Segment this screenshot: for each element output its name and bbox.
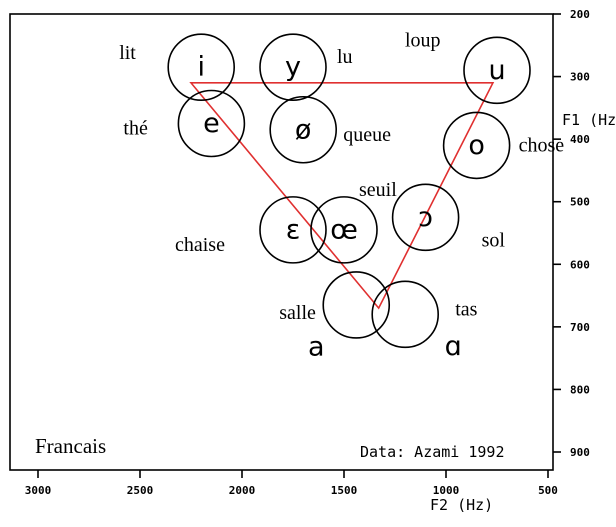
- x-axis-label: F2 (Hz): [430, 496, 493, 514]
- example-word: salle: [279, 302, 316, 324]
- x-tick-label: 2000: [229, 484, 256, 497]
- vowel-symbol: ɔ: [418, 202, 433, 233]
- vowel-symbol: œ: [330, 214, 358, 245]
- vowel-symbol: i: [197, 52, 205, 83]
- vowel-circle: [177, 89, 246, 158]
- x-tick-label: 500: [538, 484, 558, 497]
- vowel-triangle: [189, 82, 495, 310]
- example-word: loup: [405, 29, 441, 51]
- example-word: queue: [343, 124, 391, 146]
- y-axis: 200 300 400 500 600 700 800 900: [553, 8, 590, 459]
- y-tick-label: 600: [570, 258, 590, 271]
- data-source-note: Data: Azami 1992: [360, 443, 505, 461]
- vowel-symbol: a: [308, 331, 325, 362]
- y-tick-label: 400: [570, 133, 590, 146]
- vowel-circle: [442, 111, 511, 180]
- example-word: chaise: [175, 234, 225, 256]
- x-axis: 3000 2500 2000 1500 1000 500: [25, 470, 558, 497]
- x-tick-label: 1500: [331, 484, 358, 497]
- example-word: thé: [123, 118, 148, 140]
- vowel-symbol: ε: [286, 214, 301, 245]
- vowel-circle: [167, 33, 235, 101]
- example-word: sol: [482, 229, 506, 251]
- vowel-symbol: ø: [295, 114, 312, 145]
- vowel-symbol: o: [468, 130, 485, 161]
- example-word: lu: [337, 46, 353, 68]
- vowel-symbol: ɑ: [445, 331, 462, 362]
- y-tick-label: 500: [570, 196, 590, 209]
- vowel-circle: [391, 183, 460, 252]
- vowel-circle: [310, 196, 378, 264]
- vowel-circle: [322, 271, 391, 339]
- vowel-symbol: y: [285, 52, 301, 83]
- y-tick-label: 800: [570, 383, 590, 396]
- plot-frame: [9, 13, 554, 471]
- x-tick-label: 2500: [127, 484, 154, 497]
- vowel-symbol: u: [488, 55, 505, 86]
- y-tick-label: 300: [570, 71, 590, 84]
- y-tick-label: 200: [570, 8, 590, 21]
- example-word: seuil: [359, 179, 397, 201]
- vowel-points: i lit y lu u loup e thé ø queue o chose ε chaise œseui…: [119, 29, 564, 362]
- y-tick-label: 900: [570, 446, 590, 459]
- vowel-circle: [371, 280, 440, 349]
- vowel-circle: [463, 36, 531, 105]
- chart-title: Francais: [35, 434, 106, 458]
- y-tick-label: 700: [570, 321, 590, 334]
- x-tick-label: 3000: [25, 484, 52, 497]
- vowel-circle: [259, 196, 327, 264]
- y-axis-label: F1 (Hz): [562, 111, 616, 129]
- x-tick-label: 1000: [433, 484, 460, 497]
- example-word: chose: [519, 134, 565, 156]
- vowel-circle: [269, 95, 338, 164]
- vowel-symbol: e: [203, 108, 220, 139]
- example-word: lit: [119, 42, 136, 64]
- vowel-circle: [259, 33, 327, 101]
- example-word: tas: [455, 298, 477, 320]
